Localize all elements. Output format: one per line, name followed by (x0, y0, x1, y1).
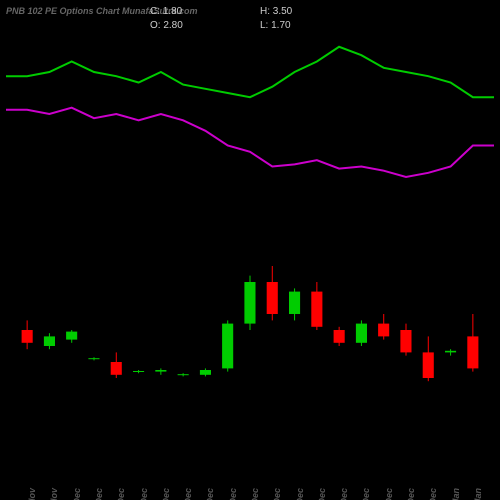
x-axis-label: 18 Dec (250, 488, 260, 500)
candle-body (445, 351, 456, 353)
candle-body (178, 374, 189, 375)
candle-body (400, 330, 411, 352)
candle-body (88, 358, 99, 359)
x-axis-label: 17 Dec (228, 488, 238, 500)
candle-body (22, 330, 33, 343)
candle-body (289, 292, 300, 314)
candle-body (66, 332, 77, 340)
x-axis-label: 29 Nov (49, 488, 59, 500)
x-axis-label: 27 Dec (384, 488, 394, 500)
x-axis-label: 04 Dec (94, 488, 104, 500)
candle-body (111, 362, 122, 375)
candlestick-panel (0, 240, 500, 440)
magenta-line (6, 108, 494, 177)
x-axis-label: 28 Nov (27, 488, 37, 500)
candle-body (200, 370, 211, 375)
candle-body (222, 324, 233, 369)
indicator-panel (0, 0, 500, 240)
candle-body (133, 371, 144, 372)
x-axis-label: 02 Jan (473, 488, 483, 500)
x-axis-label: 31 Dec (428, 488, 438, 500)
candle-body (311, 292, 322, 327)
x-axis-label: 13 Dec (183, 488, 193, 500)
chart-container: PNB 102 PE Options Chart MunafaSutra.com… (0, 0, 500, 500)
x-axis-label: 30 Dec (406, 488, 416, 500)
x-axis-label: 24 Dec (339, 488, 349, 500)
candle-body (378, 324, 389, 337)
candle-body (267, 282, 278, 314)
x-axis-label: 11 Dec (139, 488, 149, 500)
x-axis-label: 01 Jan (451, 488, 461, 500)
candle-body (244, 282, 255, 324)
x-axis-label: 20 Dec (295, 488, 305, 500)
x-axis-label: 06 Dec (116, 488, 126, 500)
x-axis-label: 12 Dec (161, 488, 171, 500)
candle-body (356, 324, 367, 343)
x-axis-label: 26 Dec (361, 488, 371, 500)
candle-body (155, 370, 166, 372)
candle-body (423, 352, 434, 378)
x-axis-label: 02 Dec (72, 488, 82, 500)
x-axis-label: 23 Dec (317, 488, 327, 500)
candle-body (467, 336, 478, 368)
candle-body (334, 330, 345, 343)
candle-body (44, 336, 55, 346)
x-axis-label: 19 Dec (272, 488, 282, 500)
x-axis-label: 16 Dec (205, 488, 215, 500)
green-line (6, 47, 494, 97)
